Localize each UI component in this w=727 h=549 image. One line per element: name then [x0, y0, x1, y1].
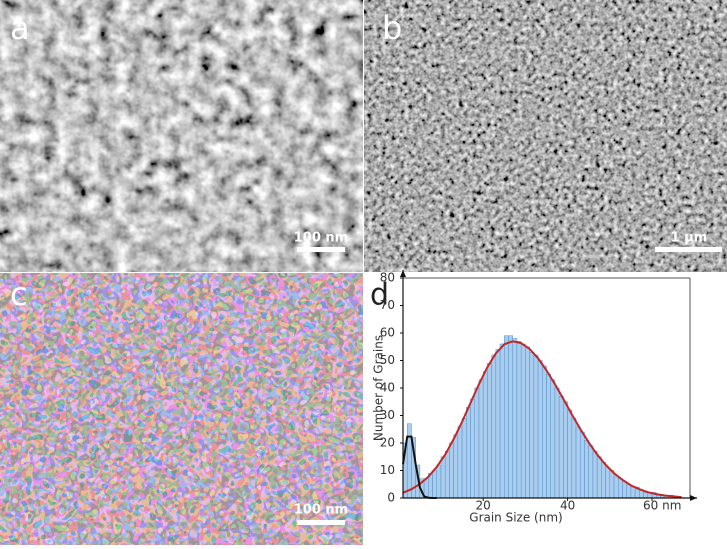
bar — [580, 431, 585, 499]
y-tick-label: 20 — [380, 436, 395, 450]
x-axis-label: Grain Size (nm) — [469, 511, 562, 525]
bar — [525, 346, 530, 499]
y-axis-arrow — [400, 270, 406, 277]
y-tick-label: 40 — [380, 381, 395, 395]
bar — [478, 379, 484, 499]
bar — [643, 492, 649, 499]
bar — [563, 401, 568, 499]
y-tick-label: 70 — [380, 298, 395, 312]
bar — [529, 352, 535, 499]
bar — [512, 338, 518, 499]
bar — [499, 343, 505, 499]
x-axis-arrow — [690, 495, 697, 501]
fit-curve — [402, 340, 682, 499]
bar — [542, 365, 547, 499]
bar — [491, 354, 497, 499]
y-tick-label: 50 — [380, 353, 395, 367]
bar — [461, 418, 467, 499]
x-tick-label: 20 — [476, 499, 491, 513]
bar — [436, 464, 442, 499]
scale-bar-label: 1 µm — [671, 231, 708, 246]
bar — [554, 387, 560, 499]
bar — [487, 363, 492, 499]
bar — [550, 379, 556, 499]
bar — [571, 418, 577, 499]
bar — [444, 451, 450, 499]
sem-image-b — [364, 0, 727, 272]
bar — [537, 360, 543, 499]
bar — [601, 462, 606, 499]
scale-bar-label: 100 nm — [294, 231, 348, 246]
bar — [584, 440, 589, 499]
y-tick-label: 80 — [380, 271, 395, 285]
bar — [504, 335, 509, 499]
y-tick-label: 30 — [380, 408, 395, 422]
bar — [495, 349, 501, 499]
bar — [449, 442, 454, 499]
y-tick-label: 0 — [387, 491, 395, 505]
panel-label: d — [370, 278, 389, 313]
bar — [423, 478, 429, 499]
bar — [622, 481, 627, 499]
histogram-panel: d Grain Size (nm) Number of Grains 0 10 20… — [370, 270, 697, 525]
bar — [592, 451, 598, 499]
bar — [474, 387, 480, 499]
bar — [630, 486, 636, 499]
bar — [605, 467, 611, 499]
bar — [432, 470, 438, 499]
bar — [466, 407, 471, 499]
panel-label: a — [10, 9, 30, 47]
x-tick-label: 60 nm — [643, 499, 681, 513]
y-tick-label: 10 — [380, 463, 395, 477]
bar — [470, 398, 476, 499]
bar — [626, 484, 632, 499]
bar — [546, 374, 551, 499]
bar — [406, 423, 412, 499]
sem-image-a — [0, 0, 363, 272]
bar — [618, 478, 623, 499]
bar — [558, 396, 564, 499]
y-tick-label: 60 — [380, 326, 395, 340]
bar — [457, 426, 463, 499]
bar — [516, 341, 522, 499]
panel-label: c — [10, 275, 28, 313]
scale-bar — [297, 520, 345, 525]
bar — [613, 475, 619, 499]
bar — [588, 445, 594, 499]
bar — [520, 343, 526, 499]
y-axis-label: Number of Grains — [372, 335, 386, 441]
x-tick-label: 40 — [560, 499, 575, 513]
scale-bar-label: 100 nm — [294, 503, 348, 518]
bar — [533, 354, 539, 499]
bar — [609, 470, 615, 499]
scale-bar — [297, 247, 345, 252]
panel-label: b — [382, 9, 402, 47]
bar — [440, 456, 446, 499]
bar — [453, 434, 459, 499]
bar — [508, 335, 513, 499]
bar — [575, 426, 581, 499]
bar — [596, 456, 602, 499]
scale-bar — [655, 247, 722, 252]
grain-map-c — [0, 273, 363, 545]
bar — [482, 371, 488, 499]
bar — [567, 409, 573, 499]
